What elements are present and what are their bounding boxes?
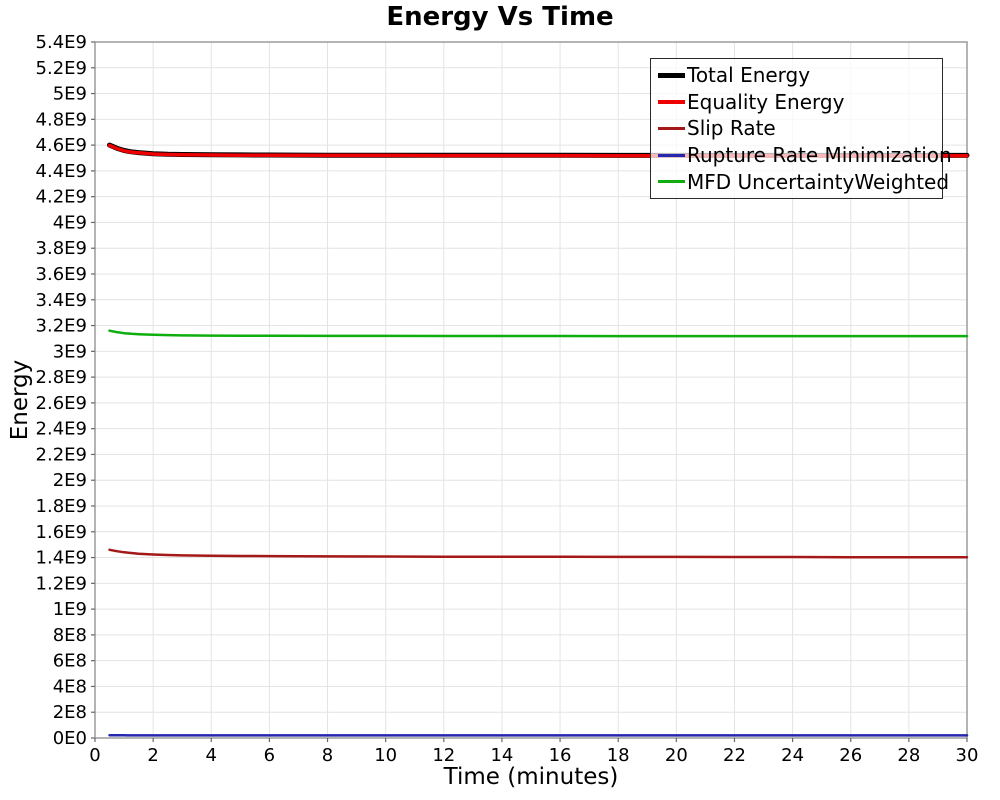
chart-title: Energy Vs Time	[386, 2, 614, 32]
series-line-mfd-uncertaintyweighted	[108, 329, 969, 338]
legend-swatch	[658, 126, 685, 130]
y-tick-label: 2.8E9	[36, 367, 87, 388]
y-tick-label: 3.4E9	[36, 290, 87, 311]
legend-item: Slip Rate	[658, 118, 940, 138]
y-tick-label: 1E9	[53, 599, 87, 620]
x-tick-label: 18	[607, 745, 630, 766]
x-axis-title: Time (minutes)	[443, 764, 619, 790]
plot-border	[94, 41, 968, 739]
y-axis-title: Energy	[7, 359, 33, 441]
y-tick-label: 1.8E9	[36, 496, 87, 517]
y-tick-label: 1.4E9	[36, 548, 87, 569]
x-tick-label: 30	[956, 745, 979, 766]
legend-swatch	[658, 72, 685, 78]
y-tick-label: 3.8E9	[36, 238, 87, 259]
legend: Total Energy Equality Energy Slip Rate Rupt…	[650, 58, 952, 199]
x-tick-label: 2	[147, 745, 158, 766]
y-tick-label: 4.4E9	[36, 161, 87, 182]
legend-label: MFD UncertaintyWeighted	[687, 169, 950, 194]
y-tick-label: 5.2E9	[36, 58, 87, 79]
y-tick-label: 2.6E9	[36, 393, 87, 414]
x-tick-label: 0	[89, 745, 100, 766]
legend-label: Rupture Rate Minimization	[687, 143, 952, 168]
y-tick-label: 1.2E9	[36, 573, 87, 594]
legend-label: Slip Rate	[687, 116, 776, 141]
legend-swatch	[658, 99, 685, 104]
y-tick-label: 4E8	[53, 676, 87, 697]
x-tick-label: 28	[897, 745, 920, 766]
y-tick-label: 2.2E9	[36, 444, 87, 465]
y-tick-label: 2E8	[53, 702, 87, 723]
x-tick-label: 14	[490, 745, 513, 766]
y-tick-label: 4.2E9	[36, 187, 87, 208]
y-tick-label: 4E9	[53, 212, 87, 233]
x-tick-label: 6	[264, 745, 275, 766]
x-tick-label: 20	[665, 745, 688, 766]
x-tick-label: 12	[432, 745, 455, 766]
x-tick-label: 10	[374, 745, 397, 766]
y-tick-label: 8E8	[53, 625, 87, 646]
legend-item: Total Energy	[658, 65, 940, 85]
x-tick-label: 8	[322, 745, 333, 766]
legend-swatch	[658, 153, 685, 157]
y-tick-label: 1.6E9	[36, 522, 87, 543]
y-tick-label: 4.8E9	[36, 109, 87, 130]
x-tick-label: 26	[839, 745, 862, 766]
y-tick-label: 5E9	[53, 84, 87, 105]
x-tick-label: 16	[549, 745, 572, 766]
y-tick-label: 6E8	[53, 651, 87, 672]
series-line-slip-rate	[108, 548, 969, 559]
legend-swatch	[658, 180, 685, 184]
x-tick-label: 22	[723, 745, 746, 766]
legend-item: Rupture Rate Minimization	[658, 145, 952, 165]
y-tick-label: 3.2E9	[36, 316, 87, 337]
x-tick-label: 24	[781, 745, 804, 766]
legend-label: Equality Energy	[687, 89, 845, 114]
y-tick-label: 2E9	[53, 470, 87, 491]
y-tick-label: 3E9	[53, 341, 87, 362]
y-tick-label: 5.4E9	[36, 32, 87, 53]
x-tick-label: 4	[206, 745, 217, 766]
y-tick-label: 2.4E9	[36, 419, 87, 440]
y-tick-label: 0E0	[53, 728, 87, 749]
legend-item: Equality Energy	[658, 92, 940, 112]
legend-label: Total Energy	[687, 63, 811, 88]
y-tick-label: 4.6E9	[36, 135, 87, 156]
legend-item: MFD UncertaintyWeighted	[658, 172, 949, 192]
y-tick-label: 3.6E9	[36, 264, 87, 285]
